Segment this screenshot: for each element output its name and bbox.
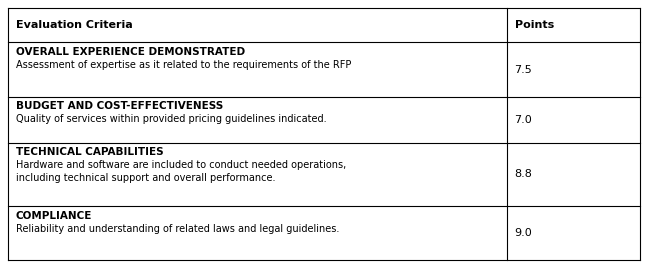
Text: Assessment of expertise as it related to the requirements of the RFP: Assessment of expertise as it related to…: [16, 60, 351, 70]
Text: Evaluation Criteria: Evaluation Criteria: [16, 20, 132, 30]
Text: Hardware and software are included to conduct needed operations,
including techn: Hardware and software are included to co…: [16, 160, 346, 184]
Text: BUDGET AND COST-EFFECTIVENESS: BUDGET AND COST-EFFECTIVENESS: [16, 102, 223, 111]
Text: TECHNICAL CAPABILITIES: TECHNICAL CAPABILITIES: [16, 147, 163, 157]
Text: Quality of services within provided pricing guidelines indicated.: Quality of services within provided pric…: [16, 114, 326, 124]
Text: 7.5: 7.5: [515, 65, 532, 75]
Text: Points: Points: [515, 20, 554, 30]
Text: COMPLIANCE: COMPLIANCE: [16, 211, 92, 221]
Text: 9.0: 9.0: [515, 228, 532, 239]
Text: Reliability and understanding of related laws and legal guidelines.: Reliability and understanding of related…: [16, 224, 339, 234]
Text: 7.0: 7.0: [515, 115, 532, 125]
Text: OVERALL EXPERIENCE DEMONSTRATED: OVERALL EXPERIENCE DEMONSTRATED: [16, 47, 245, 57]
Text: 8.8: 8.8: [515, 169, 533, 180]
